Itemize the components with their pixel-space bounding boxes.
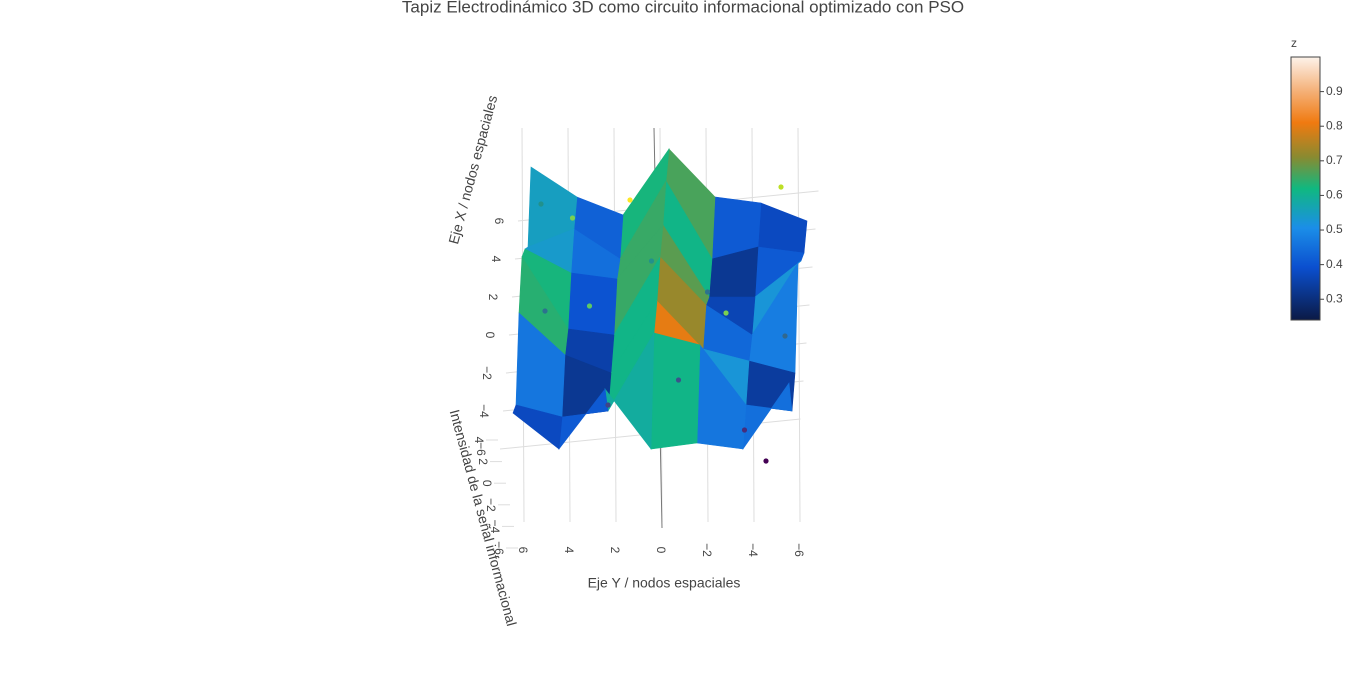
scatter-point xyxy=(782,333,788,339)
y-axis-title: Eje Y / nodos espaciales xyxy=(588,575,741,591)
scatter-point xyxy=(586,303,593,309)
x-tick-label: 2 xyxy=(486,294,500,301)
y-tick-label: 0 xyxy=(654,547,668,554)
z-tick-label: 2 xyxy=(476,458,490,465)
z-tick-label: −2 xyxy=(484,498,498,512)
colorbar-tick-label: 0.8 xyxy=(1326,118,1343,132)
x-tick-label: −2 xyxy=(480,366,494,380)
scatter-point xyxy=(704,289,711,295)
colorbar-tick-label: 0.5 xyxy=(1326,222,1343,236)
scatter-point xyxy=(723,310,729,316)
x-tick-label: 0 xyxy=(483,332,497,339)
colorbar-tick-label: 0.3 xyxy=(1326,291,1343,305)
scatter-point xyxy=(763,458,769,464)
y-tick-label: 4 xyxy=(562,547,576,554)
y-tick-label: −6 xyxy=(792,543,806,557)
scatter-point xyxy=(569,215,576,221)
y-tick-label: −2 xyxy=(700,543,714,557)
surface-cell xyxy=(567,272,618,336)
scatter-point xyxy=(605,402,611,408)
scatter-point xyxy=(741,427,748,433)
scatter-point xyxy=(542,308,548,314)
surface-cell xyxy=(512,404,563,450)
scatter-point xyxy=(627,197,633,203)
colorbar-tick-label: 0.7 xyxy=(1326,153,1343,167)
surface-cell xyxy=(757,202,808,254)
z-tick-label: −6 xyxy=(492,541,506,555)
scatter-point xyxy=(648,258,655,264)
colorbar-tick-label: 0.4 xyxy=(1326,257,1343,271)
surface xyxy=(512,147,808,451)
y-tick-label: 2 xyxy=(608,547,622,554)
x-tick-label: −4 xyxy=(477,404,491,418)
x-tick-label: 4 xyxy=(489,256,503,263)
scatter-point xyxy=(538,201,544,207)
colorbar-title: z xyxy=(1291,36,1297,50)
grid-line xyxy=(797,127,801,523)
colorbar xyxy=(1290,56,1321,321)
colorbar-tick-label: 0.6 xyxy=(1326,188,1343,202)
surface-cell xyxy=(650,332,701,450)
colorbar-tick-label: 0.9 xyxy=(1326,84,1343,98)
scatter-point xyxy=(778,184,784,190)
z-tick-label: 0 xyxy=(480,480,494,487)
z-tick-label: 4 xyxy=(472,437,486,444)
y-tick-label: −4 xyxy=(746,543,760,557)
z-tick-label: −4 xyxy=(488,520,502,534)
scatter-point xyxy=(675,377,682,383)
x-tick-label: −6 xyxy=(474,442,488,456)
y-tick-label: 6 xyxy=(516,547,530,554)
x-tick-label: 6 xyxy=(492,218,506,225)
chart-title: Tapiz Electrodinámico 3D como circuito i… xyxy=(402,0,964,16)
